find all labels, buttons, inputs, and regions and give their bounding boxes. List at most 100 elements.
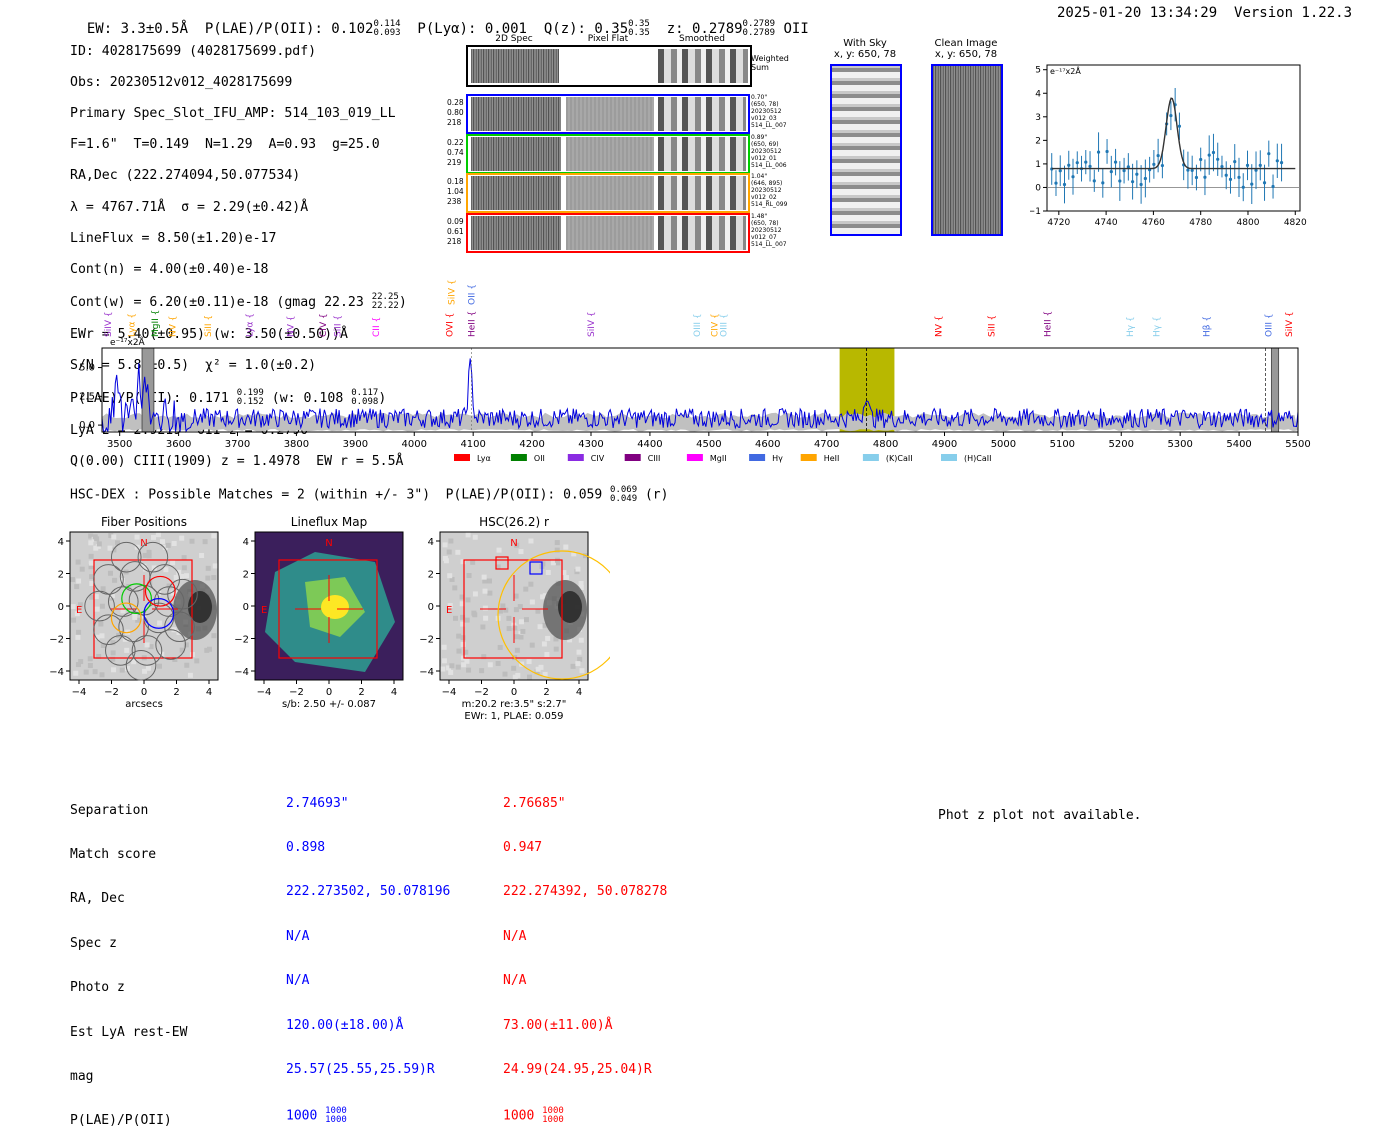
noise-pixel: [528, 581, 534, 587]
row-0-left-label: 0.28 0.80 218: [447, 98, 464, 127]
compass-e: E: [261, 605, 267, 616]
fit-point: [1118, 179, 1122, 183]
cutout-row-2: [466, 173, 750, 213]
noise-pixel: [487, 590, 493, 596]
spec-xtick-label-10: 4500: [696, 439, 721, 450]
noise-pixel: [523, 617, 529, 623]
noise-pixel: [564, 575, 570, 581]
fiber-10: [93, 614, 124, 646]
fit-point: [1190, 168, 1194, 173]
xtick-label-4: 4: [391, 687, 397, 698]
imaging-panel-2: N E 4 2 0 −2 −4 −4 −2 0 2 4 HSC(26.2) r m:20.2 re:3.5…: [419, 515, 610, 722]
line-label-20: HeII {: [1044, 311, 1054, 337]
cutout-row-1: [466, 133, 750, 174]
contw-lo: 22.22: [371, 301, 399, 312]
noise-pixel: [574, 569, 580, 575]
noise-pixel: [465, 532, 471, 538]
compass-e: E: [76, 605, 82, 616]
fit-model-curve: [1051, 97, 1296, 170]
spec-ylabel: e⁻¹⁷x2Å: [110, 336, 146, 348]
noise-pixel: [542, 622, 548, 628]
noise-pixel: [189, 538, 195, 544]
line-label-14: SiIV {: [587, 311, 597, 337]
label-ra-dec: RA, Dec: [70, 891, 125, 907]
line-label-11: SiIV {: [447, 279, 457, 305]
noise-pixel: [441, 658, 447, 664]
row-3-left-label: 0.09 0.61 218: [447, 216, 464, 246]
noise-pixel: [440, 666, 446, 672]
xtick-label-2: 0: [511, 687, 517, 698]
panel-title: Fiber Positions: [101, 515, 187, 529]
fit-point: [1113, 160, 1118, 164]
version-text: Version 1.22.3: [1234, 5, 1353, 21]
lineflux-peak: [321, 595, 349, 619]
ytick-label-3: −2: [50, 635, 64, 646]
xtick-label-0: −4: [257, 687, 272, 698]
noise-pixel: [108, 595, 114, 601]
noise-pixel: [111, 534, 117, 540]
noise-pixel: [441, 644, 447, 650]
spec-xtick-label-8: 4300: [578, 439, 603, 450]
xtick-label-3: 2: [543, 687, 549, 698]
row-2-smoothed: [658, 176, 746, 210]
noise-pixel: [481, 654, 487, 660]
legend-swatch-3: [624, 454, 641, 461]
fit-point: [1275, 159, 1279, 163]
spec-xtick-label-18: 5300: [1167, 439, 1192, 450]
noise-pixel: [173, 574, 179, 580]
noise-pixel: [96, 653, 102, 659]
noise-pixel: [497, 608, 503, 614]
line-label-19: SiII {: [988, 315, 998, 337]
fit-ytick-label-6: 5: [1035, 66, 1041, 76]
noise-pixel: [144, 642, 150, 648]
noise-pixel: [553, 646, 559, 652]
xtick-label-4: 4: [576, 687, 582, 698]
label-separation: Separation: [70, 802, 149, 818]
weighted-2dspec-img: [471, 49, 559, 83]
noise-pixel: [563, 544, 569, 550]
noise-pixel: [99, 633, 105, 639]
legend-swatch-7: [862, 454, 879, 461]
legend-label-6: HeII: [824, 454, 840, 463]
noise-pixel: [472, 612, 478, 618]
noise-pixel: [166, 583, 172, 589]
fiber-12: [143, 602, 175, 634]
line-label-8: SiII {: [334, 315, 344, 337]
compass-n: N: [325, 538, 332, 549]
plae2-w-hi: 0.117: [351, 388, 379, 399]
fit-point: [1241, 185, 1245, 189]
noise-pixel: [465, 597, 471, 603]
noise-pixel: [446, 549, 452, 555]
line-label-7: CIV {: [319, 313, 329, 337]
noise-pixel: [89, 574, 95, 580]
noise-pixel: [523, 586, 529, 592]
xtick-label-3: 2: [173, 687, 179, 698]
panel-xlabel2: EWr: 1, PLAE: 0.059: [464, 711, 563, 722]
row-0-smoothed: [658, 97, 746, 131]
with-sky-fill: [832, 66, 900, 234]
with-sky-title: With Sky x, y: 650, 78: [828, 38, 902, 60]
noise-pixel: [172, 657, 178, 663]
fit-point: [1062, 182, 1067, 187]
noise-pixel: [575, 661, 581, 667]
noise-pixel: [75, 634, 81, 640]
fit-point: [1071, 175, 1075, 179]
line-label-5: Lyα {: [245, 313, 255, 337]
noise-pixel: [212, 563, 218, 569]
noise-pixel: [71, 617, 77, 623]
row-1-smoothed: [658, 136, 746, 171]
noise-pixel: [181, 565, 187, 571]
fit-point: [1271, 184, 1275, 189]
fiber-6: [84, 590, 115, 622]
blue-photo-z: N/A: [286, 973, 310, 989]
noise-pixel: [135, 617, 141, 623]
noise-pixel: [496, 547, 502, 553]
header-qz-hi: 0.35: [628, 19, 650, 29]
fit-point: [1156, 153, 1160, 158]
noise-pixel: [156, 663, 162, 669]
fiber-green: [121, 583, 152, 615]
noise-pixel: [449, 663, 455, 669]
blue-plae: 1000 1000 1000: [286, 1107, 450, 1125]
xtick-label-4: 4: [206, 687, 212, 698]
noise-pixel: [108, 533, 114, 539]
